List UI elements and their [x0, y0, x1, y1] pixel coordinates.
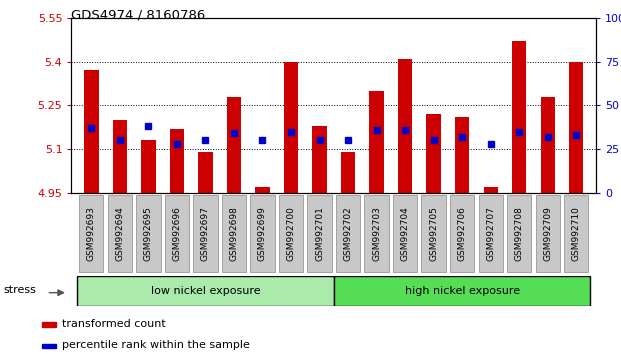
Text: GSM992695: GSM992695	[144, 206, 153, 261]
Text: GSM992707: GSM992707	[486, 206, 495, 261]
FancyBboxPatch shape	[450, 195, 474, 272]
Text: GSM992702: GSM992702	[343, 206, 353, 261]
FancyBboxPatch shape	[393, 195, 417, 272]
Text: percentile rank within the sample: percentile rank within the sample	[62, 340, 250, 350]
Bar	[113, 120, 127, 193]
Text: GSM992696: GSM992696	[173, 206, 181, 261]
Bar	[142, 141, 155, 193]
Bar	[198, 152, 212, 193]
Text: GSM992697: GSM992697	[201, 206, 210, 261]
Bar	[369, 91, 384, 193]
FancyBboxPatch shape	[365, 195, 389, 272]
FancyBboxPatch shape	[336, 195, 360, 272]
Text: GSM992704: GSM992704	[401, 206, 410, 261]
Text: GSM992701: GSM992701	[315, 206, 324, 261]
Bar	[284, 62, 298, 193]
FancyBboxPatch shape	[108, 195, 132, 272]
Text: high nickel exposure: high nickel exposure	[404, 286, 520, 296]
Text: stress: stress	[4, 285, 37, 295]
Bar	[569, 62, 583, 193]
FancyBboxPatch shape	[250, 195, 274, 272]
FancyBboxPatch shape	[307, 195, 332, 272]
FancyBboxPatch shape	[507, 195, 532, 272]
Bar	[398, 59, 412, 193]
Text: GSM992700: GSM992700	[286, 206, 296, 261]
FancyBboxPatch shape	[479, 195, 503, 272]
FancyBboxPatch shape	[136, 195, 161, 272]
Text: GSM992698: GSM992698	[230, 206, 238, 261]
Bar	[512, 41, 526, 193]
FancyBboxPatch shape	[422, 195, 446, 272]
Text: GSM992706: GSM992706	[458, 206, 466, 261]
Bar	[227, 97, 241, 193]
Bar	[255, 187, 270, 193]
FancyBboxPatch shape	[79, 195, 104, 272]
FancyBboxPatch shape	[193, 195, 217, 272]
Text: GSM992703: GSM992703	[372, 206, 381, 261]
Bar	[170, 129, 184, 193]
FancyBboxPatch shape	[564, 195, 588, 272]
Text: low nickel exposure: low nickel exposure	[151, 286, 260, 296]
Text: transformed count: transformed count	[62, 319, 166, 329]
Bar	[42, 343, 57, 348]
Text: GSM992705: GSM992705	[429, 206, 438, 261]
FancyBboxPatch shape	[279, 195, 303, 272]
FancyBboxPatch shape	[77, 276, 334, 306]
Bar	[84, 70, 99, 193]
Bar	[427, 114, 441, 193]
Bar	[42, 322, 57, 327]
Text: GSM992710: GSM992710	[572, 206, 581, 261]
Bar	[484, 187, 498, 193]
Bar	[455, 117, 469, 193]
Bar	[540, 97, 555, 193]
Text: GSM992709: GSM992709	[543, 206, 552, 261]
FancyBboxPatch shape	[535, 195, 560, 272]
FancyBboxPatch shape	[165, 195, 189, 272]
Text: GSM992693: GSM992693	[87, 206, 96, 261]
Text: GSM992708: GSM992708	[515, 206, 524, 261]
Bar	[341, 152, 355, 193]
Text: GSM992694: GSM992694	[116, 206, 124, 261]
Bar	[312, 126, 327, 193]
Text: GDS4974 / 8160786: GDS4974 / 8160786	[71, 9, 206, 22]
Text: GSM992699: GSM992699	[258, 206, 267, 261]
FancyBboxPatch shape	[334, 276, 591, 306]
FancyBboxPatch shape	[222, 195, 246, 272]
